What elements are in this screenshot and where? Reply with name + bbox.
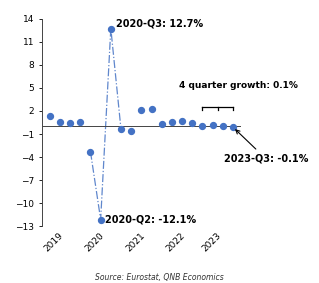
Point [68, 121, 73, 125]
Point [129, 129, 134, 133]
Text: 2020-Q2: -12.1%: 2020-Q2: -12.1% [105, 215, 196, 225]
Point [108, 26, 113, 31]
Point [159, 122, 164, 126]
Text: 2023-Q3: -0.1%: 2023-Q3: -0.1% [224, 130, 308, 164]
Point [180, 119, 185, 123]
Point [47, 114, 52, 119]
Point [169, 119, 174, 124]
Point [220, 123, 225, 128]
Text: 4 quarter growth: 0.1%: 4 quarter growth: 0.1% [179, 81, 298, 90]
Point [88, 149, 93, 154]
Point [118, 127, 123, 132]
Point [149, 107, 154, 112]
Point [98, 217, 103, 222]
Text: Source: Eurostat, QNB Economics: Source: Eurostat, QNB Economics [95, 273, 224, 282]
Point [200, 124, 205, 128]
Point [78, 120, 83, 125]
Point [230, 125, 235, 129]
Text: 2020-Q3: 12.7%: 2020-Q3: 12.7% [116, 19, 203, 29]
Point [210, 123, 215, 127]
Point [57, 120, 63, 125]
Point [139, 108, 144, 112]
Point [190, 121, 195, 125]
